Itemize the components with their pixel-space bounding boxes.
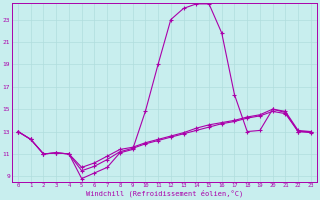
X-axis label: Windchill (Refroidissement éolien,°C): Windchill (Refroidissement éolien,°C) xyxy=(86,190,243,197)
